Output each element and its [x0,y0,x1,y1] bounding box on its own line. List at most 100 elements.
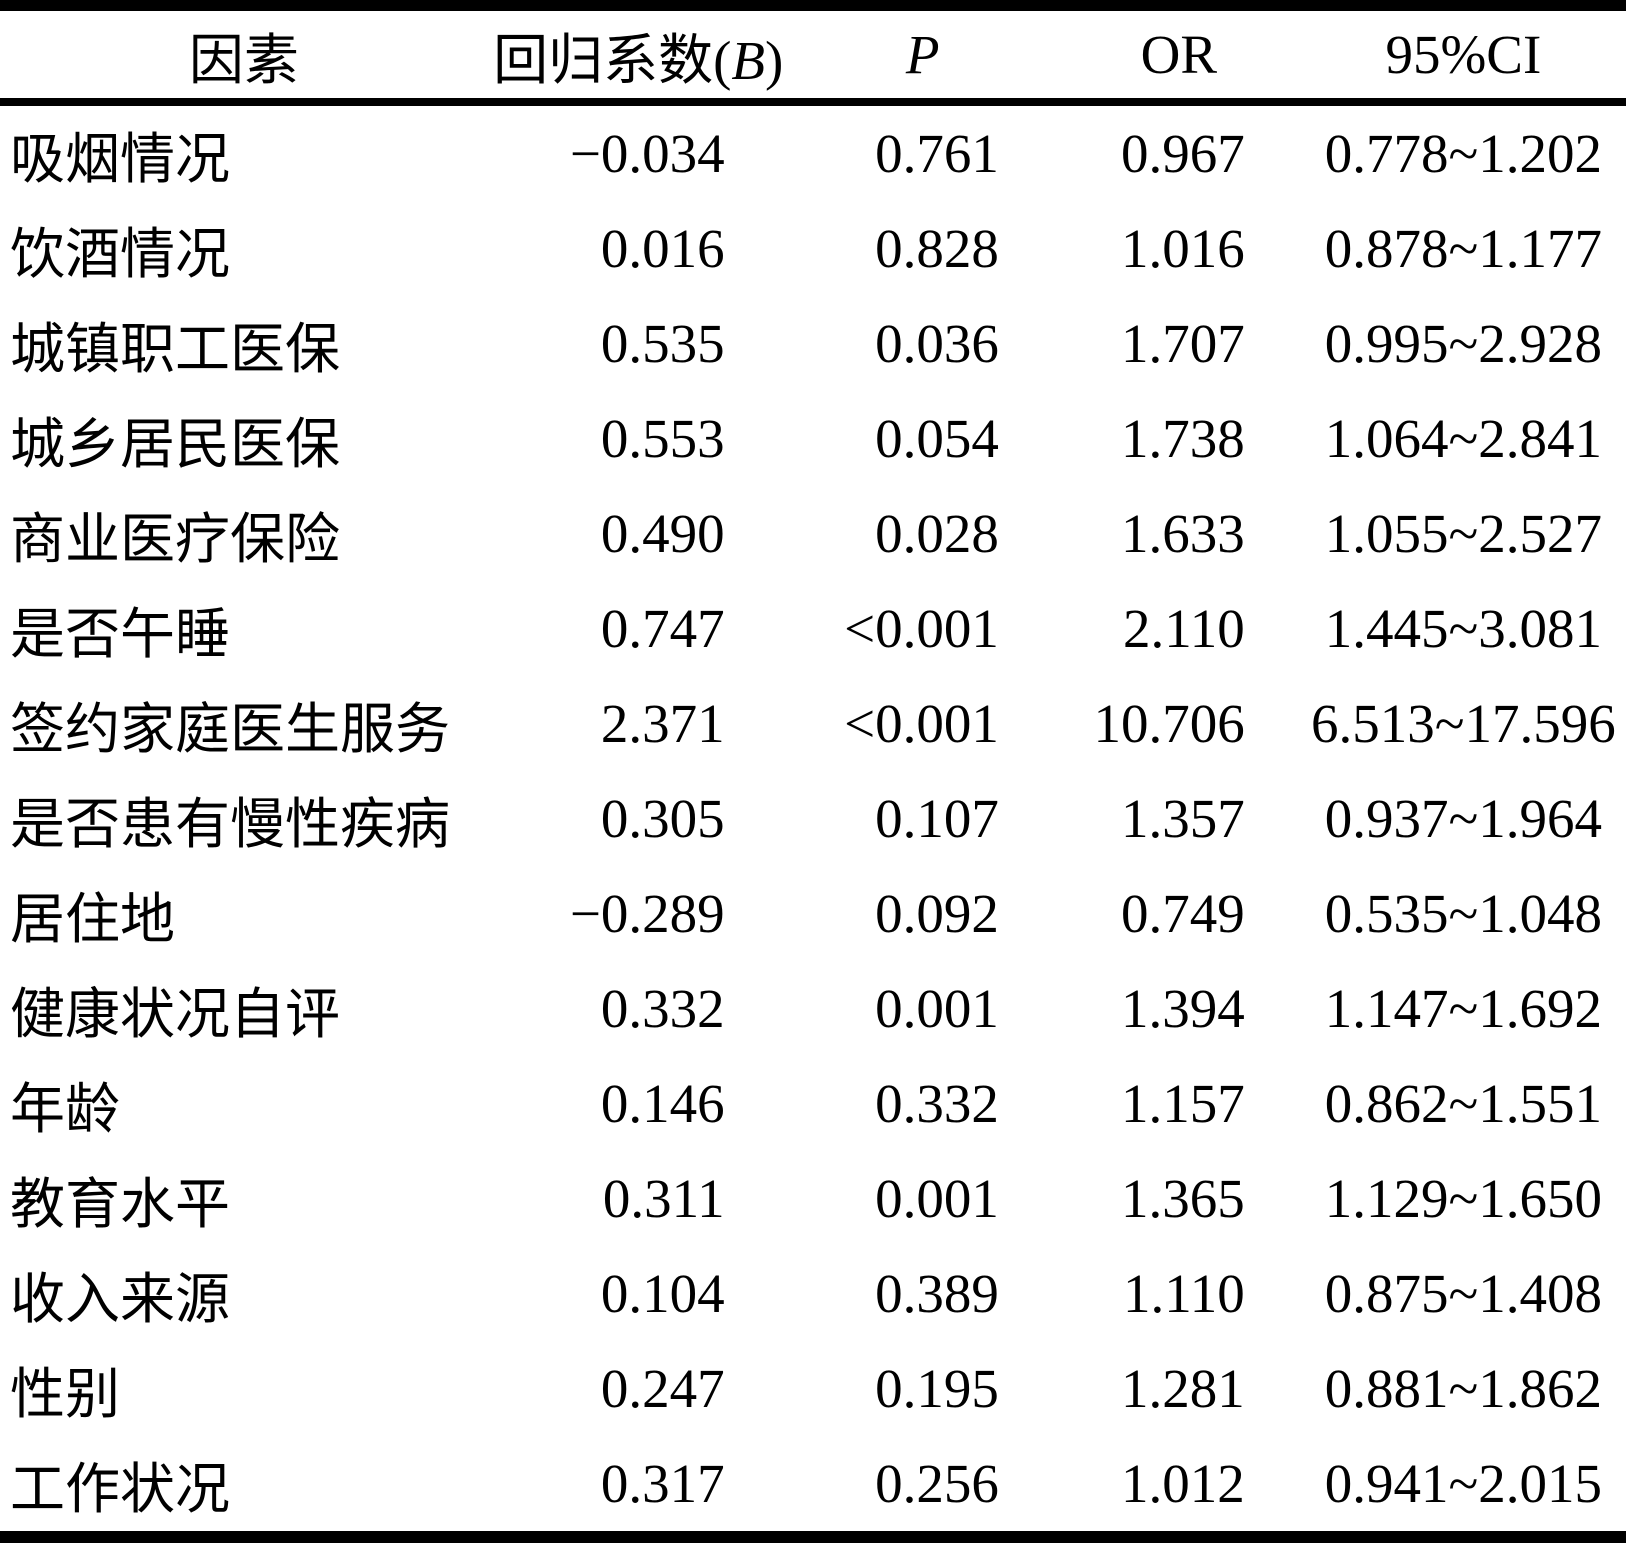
cell-b: 0.146 [600,1073,725,1134]
table-row: 签约家庭医生服务 2.371 <0.001 10.706 6.513~17.59… [0,676,1626,771]
cell-factor: 城镇职工医保 [10,318,341,380]
col-header-or: OR [1056,0,1301,106]
b-header-symbol: B [731,29,765,91]
cell-b: 0.305 [600,788,725,849]
cell-b: 0.553 [600,408,725,469]
cell-ci: 6.513~17.596 [1311,693,1616,754]
cell-p: 0.054 [875,408,999,469]
cell-or: 0.967 [1121,123,1245,184]
cell-b: 0.311 [602,1168,725,1229]
cell-b: 0.490 [600,503,725,564]
cell-factor: 工作状况 [10,1458,231,1520]
table-row: 城乡居民医保 0.553 0.054 1.738 1.064~2.841 [0,391,1626,486]
cell-or: 1.357 [1121,788,1245,849]
cell-factor: 签约家庭医生服务 [10,698,451,760]
cell-factor: 年龄 [10,1078,121,1140]
cell-b: 0.747 [600,598,725,659]
cell-p: 0.001 [875,1168,999,1229]
col-header-regression-coefficient: 回归系数(B) [487,0,789,106]
cell-ci: 0.875~1.408 [1324,1263,1603,1324]
cell-p: 0.001 [875,978,999,1039]
cell-b: 0.104 [600,1263,725,1324]
cell-or: 1.281 [1121,1358,1245,1419]
cell-p: 0.036 [875,313,999,374]
cell-factor: 教育水平 [10,1173,231,1235]
cell-or: 2.110 [1123,598,1245,659]
cell-p: 0.761 [875,123,999,184]
b-header-prefix: 回归系数( [493,29,732,91]
cell-b: 0.317 [600,1453,725,1514]
cell-p: 0.107 [875,788,999,849]
cell-ci: 0.881~1.862 [1324,1358,1603,1419]
table-row: 居住地 −0.289 0.092 0.749 0.535~1.048 [0,866,1626,961]
cell-factor: 健康状况自评 [10,983,341,1045]
table-row: 是否患有慢性疾病 0.305 0.107 1.357 0.937~1.964 [0,771,1626,866]
cell-p: 0.332 [875,1073,999,1134]
cell-or: 1.633 [1121,503,1245,564]
cell-ci: 1.055~2.527 [1324,503,1603,564]
table-row: 是否午睡 0.747 <0.001 2.110 1.445~3.081 [0,581,1626,676]
cell-or: 1.707 [1121,313,1245,374]
cell-p: <0.001 [844,693,999,754]
table-body: 吸烟情况 −0.034 0.761 0.967 0.778~1.202 饮酒情况… [0,102,1626,1537]
table-row: 饮酒情况 0.016 0.828 1.016 0.878~1.177 [0,201,1626,296]
cell-factor: 是否患有慢性疾病 [10,793,451,855]
cell-p: 0.195 [875,1358,999,1419]
cell-p: 0.389 [875,1263,999,1324]
b-header-suffix: ) [765,29,784,91]
col-header-95ci: 95%CI [1300,0,1626,106]
cell-ci: 0.995~2.928 [1324,313,1603,374]
cell-p: <0.001 [844,598,999,659]
cell-or: 1.394 [1121,978,1245,1039]
cell-or: 1.016 [1121,218,1245,279]
cell-or: 1.738 [1121,408,1245,469]
cell-or: 1.365 [1121,1168,1245,1229]
cell-ci: 1.147~1.692 [1324,978,1603,1039]
cell-ci: 0.937~1.964 [1324,788,1603,849]
cell-b: −0.034 [569,123,725,184]
cell-or: 1.110 [1123,1263,1245,1324]
table-row: 健康状况自评 0.332 0.001 1.394 1.147~1.692 [0,961,1626,1056]
cell-b: 0.332 [600,978,725,1039]
header-row: 因素 回归系数(B) P OR 95%CI [0,0,1626,106]
cell-p: 0.092 [875,883,999,944]
cell-ci: 0.778~1.202 [1324,123,1603,184]
cell-b: −0.289 [569,883,725,944]
cell-b: 0.535 [600,313,725,374]
cell-factor: 性别 [10,1363,121,1425]
cell-factor: 吸烟情况 [10,128,231,190]
table-row: 教育水平 0.311 0.001 1.365 1.129~1.650 [0,1151,1626,1246]
cell-b: 0.016 [600,218,725,279]
cell-ci: 1.064~2.841 [1324,408,1603,469]
table-row: 吸烟情况 −0.034 0.761 0.967 0.778~1.202 [0,102,1626,201]
cell-ci: 1.445~3.081 [1324,598,1603,659]
cell-or: 0.749 [1121,883,1245,944]
cell-factor: 商业医疗保险 [10,508,341,570]
table-row: 城镇职工医保 0.535 0.036 1.707 0.995~2.928 [0,296,1626,391]
cell-ci: 0.941~2.015 [1324,1453,1603,1514]
cell-b: 0.247 [600,1358,725,1419]
table-row: 性别 0.247 0.195 1.281 0.881~1.862 [0,1341,1626,1436]
cell-ci: 0.535~1.048 [1324,883,1603,944]
cell-or: 1.012 [1121,1453,1245,1514]
table-row: 年龄 0.146 0.332 1.157 0.862~1.551 [0,1056,1626,1151]
cell-b: 2.371 [600,693,725,754]
table-row: 收入来源 0.104 0.389 1.110 0.875~1.408 [0,1246,1626,1341]
cell-or: 10.706 [1093,693,1245,754]
cell-factor: 是否午睡 [10,603,231,665]
cell-ci: 1.129~1.650 [1324,1168,1603,1229]
cell-p: 0.828 [875,218,999,279]
cell-factor: 收入来源 [10,1268,231,1330]
cell-or: 1.157 [1121,1073,1245,1134]
cell-p: 0.028 [875,503,999,564]
col-header-factor: 因素 [0,0,488,106]
cell-factor: 城乡居民医保 [10,413,341,475]
cell-p: 0.256 [875,1453,999,1514]
cell-ci: 0.878~1.177 [1324,218,1603,279]
cell-factor: 饮酒情况 [10,223,231,285]
table-header: 因素 回归系数(B) P OR 95%CI [0,0,1626,106]
col-header-p-value: P [788,0,1057,106]
table-row: 工作状况 0.317 0.256 1.012 0.941~2.015 [0,1436,1626,1537]
cell-factor: 居住地 [10,888,176,950]
